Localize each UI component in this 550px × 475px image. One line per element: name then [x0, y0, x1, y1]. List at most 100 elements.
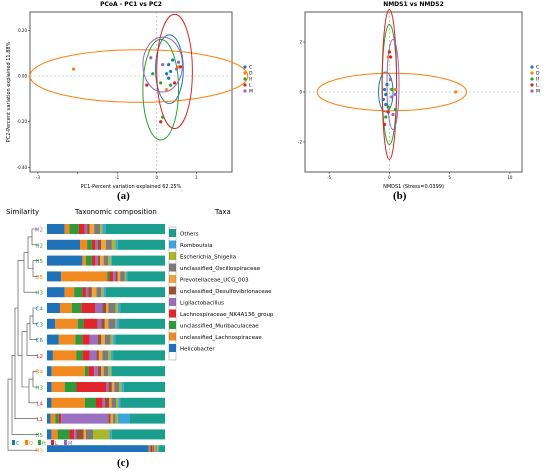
composition-segment	[85, 255, 92, 266]
composition-segment	[95, 303, 103, 313]
composition-segment	[102, 303, 106, 313]
group-legend-label: D	[29, 441, 33, 447]
composition-segment	[51, 397, 85, 408]
group-ellipse-D	[29, 49, 249, 103]
sample-label: L1	[36, 417, 43, 423]
group-ellipse-C	[378, 71, 394, 113]
similarity-header: Similarity	[6, 208, 39, 216]
composition-segment	[76, 429, 84, 440]
x-tick-label: 5	[448, 175, 451, 180]
data-point-H	[161, 115, 165, 119]
composition-segment	[69, 429, 75, 440]
composition-segment	[111, 397, 117, 408]
composition-segment	[106, 239, 112, 250]
y-tick-label: 0.20	[18, 28, 27, 33]
y-tick-label: 0.00	[18, 74, 27, 79]
composition-segment	[101, 239, 106, 250]
legend-marker-C	[530, 65, 534, 69]
dendrogram-branch	[17, 260, 24, 356]
data-point-M	[390, 95, 394, 99]
legend-label-M: M	[536, 89, 540, 95]
data-point-H	[390, 87, 394, 92]
y-tick-label: -0.20	[17, 119, 28, 124]
composition-segment	[74, 429, 77, 440]
x-tick-label: -5	[327, 175, 331, 180]
data-point-L	[382, 122, 387, 127]
composition-segment	[74, 287, 83, 298]
panel-label-c: (c)	[117, 457, 130, 469]
composition-segment	[120, 271, 125, 282]
composition-segment	[111, 366, 165, 377]
composition-header: Taxonomic composition	[74, 208, 157, 216]
taxa-label: unclassified_Oscillospiraceae	[180, 266, 261, 272]
taxa-swatch	[169, 263, 176, 272]
composition-segment	[85, 429, 94, 440]
dendrogram-branch	[28, 378, 38, 404]
data-point-H	[151, 72, 155, 76]
taxa-label: Ligilactobacillus	[180, 301, 224, 307]
composition-segment	[78, 224, 85, 234]
data-point-H	[169, 83, 173, 87]
composition-segment	[111, 255, 165, 266]
group-ellipse-L	[156, 13, 193, 130]
taxa-swatch	[169, 240, 176, 249]
composition-segment	[96, 287, 102, 298]
group-ellipse-M	[142, 36, 183, 93]
composition-segment	[111, 429, 165, 440]
legend-label-H: H	[536, 77, 539, 83]
composition-segment	[115, 271, 118, 282]
y-axis-label: NMDS2	[285, 83, 287, 101]
taxa-label: Romboutsia	[180, 243, 213, 249]
data-point-L	[172, 81, 177, 85]
composition-segment	[80, 239, 88, 250]
composition-segment	[157, 445, 160, 452]
composition-segment	[58, 334, 76, 345]
taxa-swatch	[169, 332, 176, 341]
composition-segment	[95, 397, 103, 408]
composition-segment	[153, 445, 155, 452]
group-legend-label: C	[16, 441, 20, 447]
taxa-swatch	[169, 286, 176, 295]
dendrogram-branch	[11, 355, 38, 435]
composition-segment	[97, 334, 102, 345]
composition-segment	[116, 397, 119, 408]
composition-segment	[83, 318, 98, 329]
data-point-C	[385, 82, 389, 87]
sample-label: H3	[35, 386, 43, 392]
data-point-C	[382, 87, 387, 92]
data-point-L	[159, 120, 163, 124]
taxa-swatch	[169, 298, 176, 306]
taxa-label: Lachnospiraceae_NK4A136_group	[180, 312, 274, 318]
legend-label-L: L	[536, 83, 539, 89]
composition-segment	[115, 318, 117, 329]
composition-segment	[91, 239, 96, 250]
composition-segment	[117, 239, 165, 250]
composition-segment	[127, 271, 165, 282]
taxa-swatch	[169, 344, 176, 352]
dendrogram-branch	[21, 331, 29, 388]
composition-segment	[154, 445, 156, 452]
data-point-C	[169, 69, 173, 74]
composition-segment	[93, 429, 110, 440]
composition-segment	[64, 287, 75, 298]
composition-segment	[115, 334, 165, 345]
legend-marker-L	[243, 83, 247, 87]
composition-segment	[111, 382, 115, 392]
composition-segment	[148, 445, 150, 452]
legend-label-D: D	[536, 71, 540, 77]
group-legend-swatch	[12, 440, 15, 445]
pcoa-chart: PCoA - PC1 vs PC2 PC1-Percent variation e…	[6, 1, 253, 190]
data-point-L	[386, 110, 390, 114]
composition-segment	[101, 318, 105, 329]
legend-label-C: C	[536, 65, 539, 71]
legend-marker-C	[243, 65, 247, 69]
composition-segment	[84, 397, 96, 408]
composition-segment	[47, 334, 59, 345]
composition-segment	[64, 224, 70, 234]
y-tick-label: 2	[299, 40, 302, 45]
composition-segment	[109, 271, 114, 282]
panel-label-b: (b)	[393, 190, 407, 202]
group-legend-label: M	[68, 441, 72, 447]
composition-segment	[55, 413, 59, 424]
dendrogram-branch	[14, 307, 38, 419]
